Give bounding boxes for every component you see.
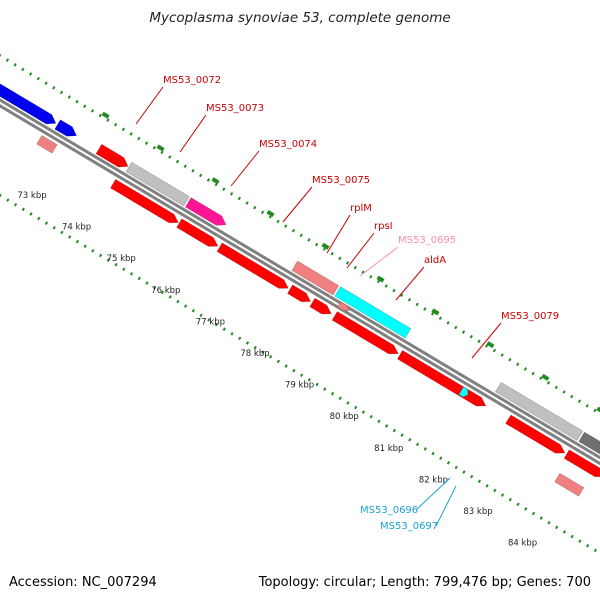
gene-features: [0, 68, 600, 497]
topology-summary: Topology: circular; Length: 799,476 bp; …: [258, 575, 591, 590]
gene-feature-7[interactable]: [110, 178, 179, 224]
gene-feature-14[interactable]: [334, 286, 412, 339]
kbp-tick-label: 79 kbp: [285, 381, 314, 391]
gene-feature-9[interactable]: [216, 242, 289, 289]
label-leader-line: [179, 114, 207, 153]
gene-feature-15[interactable]: [331, 311, 399, 355]
kbp-ticks: 73 kbp 74 kbp 75 kbp 76 kbp 77 kbp 78 kbp 79 k…: [17, 191, 537, 549]
label-leader-line: [326, 214, 351, 254]
gene-labels: MS53_0072 MS53_0073 MS53_0074 MS53_0075 rplM…: [135, 75, 559, 532]
kbp-tick-label: 73 kbp: [17, 191, 46, 201]
gene-feature-22[interactable]: [458, 386, 469, 398]
gene-feature-5[interactable]: [125, 161, 190, 207]
upper-major-tick: [156, 144, 165, 152]
gene-feature-18[interactable]: [578, 431, 600, 466]
dotted-line-1: [0, 54, 600, 416]
upper-major-tick: [321, 242, 330, 250]
upper-major-tick: [596, 406, 600, 413]
gene-feature-6[interactable]: [184, 197, 227, 226]
label-leader-line: [395, 266, 425, 301]
gene-feature-1[interactable]: [0, 68, 57, 125]
kbp-tick-label: 82 kbp: [419, 475, 448, 485]
gene-feature-10[interactable]: [291, 260, 340, 296]
upper-major-tick: [211, 177, 220, 185]
upper-major-tick: [376, 275, 385, 283]
gene-feature-19[interactable]: [505, 414, 566, 454]
label-leader-line: [435, 485, 457, 527]
label-leader-line: [282, 186, 313, 223]
gene-feature-21[interactable]: [554, 472, 585, 497]
gene-feature-16[interactable]: [396, 349, 487, 407]
label-leader-line: [471, 322, 502, 359]
gene-feature-12[interactable]: [309, 297, 332, 315]
label-leader-line: [346, 232, 375, 269]
gene-label[interactable]: rpsI: [374, 221, 393, 232]
gene-feature-3[interactable]: [36, 134, 58, 154]
upper-major-tick: [101, 111, 110, 119]
gene-label[interactable]: MS53_0073: [206, 103, 264, 114]
dotted-line-2: [0, 193, 600, 555]
dotted-guide-lines: [0, 54, 600, 555]
label-leader-line: [415, 477, 451, 511]
gene-label[interactable]: MS53_0074: [259, 139, 317, 150]
kbp-tick-label: 81 kbp: [374, 444, 403, 454]
gene-feature-13[interactable]: [337, 301, 350, 312]
gene-feature-2[interactable]: [54, 119, 77, 137]
kbp-tick-label: 77 kbp: [196, 317, 225, 327]
gene-label[interactable]: MS53_0696: [360, 505, 418, 516]
kbp-tick-label: 84 kbp: [508, 539, 537, 549]
gene-label[interactable]: MS53_0075: [312, 175, 370, 186]
kbp-tick-label: 74 kbp: [62, 223, 91, 233]
map-title: Mycoplasma synoviae 53, complete genome: [149, 10, 451, 26]
kbp-tick-label: 78 kbp: [240, 349, 269, 359]
label-leader-line: [135, 86, 164, 125]
kbp-tick-label: 75 kbp: [107, 254, 136, 264]
backbone-line-1: [0, 98, 600, 460]
kbp-tick-label: 83 kbp: [463, 507, 492, 517]
upper-major-tick: [541, 373, 550, 381]
upper-major-tick: [486, 341, 495, 349]
kbp-tick-label: 80 kbp: [330, 412, 359, 422]
gene-label[interactable]: MS53_0697: [380, 521, 438, 532]
label-leader-line: [359, 246, 399, 277]
backbone-line-2: [0, 104, 600, 466]
label-leader-line: [230, 150, 260, 187]
gene-label[interactable]: MS53_0072: [163, 75, 221, 86]
gene-label[interactable]: MS53_0695: [398, 235, 456, 246]
gene-feature-11[interactable]: [287, 284, 312, 303]
upper-major-tick: [431, 308, 440, 316]
upper-major-tick: [266, 210, 275, 218]
gene-feature-17[interactable]: [494, 381, 584, 441]
gene-feature-4[interactable]: [95, 143, 129, 168]
gene-feature-8[interactable]: [176, 218, 219, 247]
gene-label[interactable]: MS53_0079: [501, 311, 559, 322]
gene-label[interactable]: rplM: [350, 203, 372, 214]
genome-backbone: [0, 98, 600, 466]
accession-text: Accession: NC_007294: [9, 575, 157, 590]
kbp-tick-label: 76 kbp: [151, 286, 180, 296]
gene-label[interactable]: aldA: [424, 255, 446, 266]
